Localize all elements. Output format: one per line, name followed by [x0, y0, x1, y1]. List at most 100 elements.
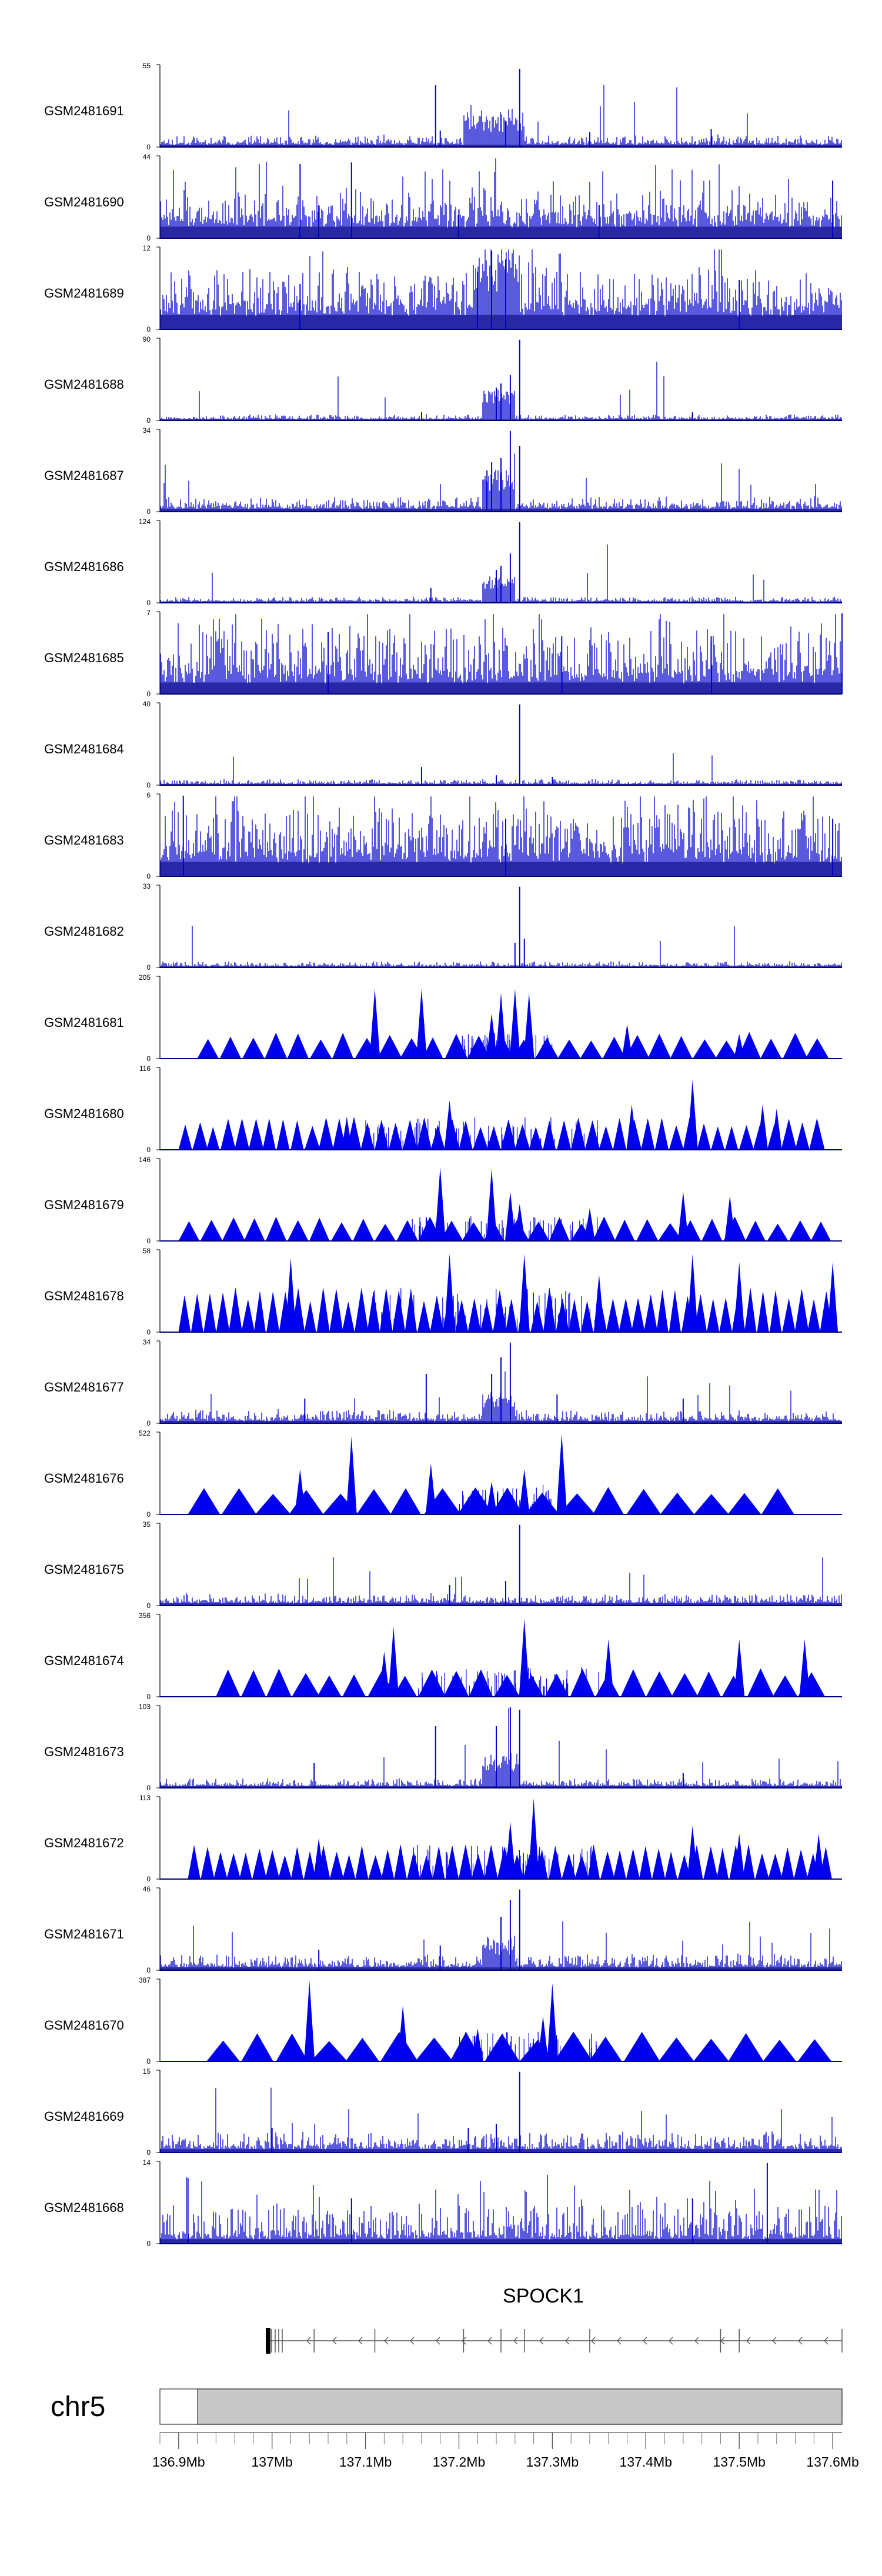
track-max-label: 15 — [143, 2067, 151, 2076]
track-max-label: 44 — [143, 153, 151, 161]
track-min-label: 0 — [146, 1419, 151, 1427]
signal-bars — [160, 926, 842, 967]
gene-strand-arrow — [798, 2337, 803, 2345]
signal-peak — [416, 989, 427, 1059]
track-min-label: 0 — [146, 963, 151, 972]
x-tick-label: 136.9Mb — [152, 2454, 205, 2470]
track-label: GSM2481674 — [44, 1653, 124, 1668]
track-min-label: 0 — [146, 1875, 151, 1883]
signal-peak — [313, 1838, 325, 1879]
signal-peak — [734, 1034, 745, 1059]
signal-peak — [505, 1192, 516, 1241]
x-axis: 136.9Mb 137Mb 137.1Mb 137.2Mb 137.3Mb 137.4Mb… — [152, 2432, 859, 2470]
x-tick-label: 137Mb — [252, 2454, 293, 2470]
gene-exon — [266, 2328, 270, 2354]
track: GSM2481674 356 0 — [44, 1611, 842, 1701]
track-max-label: 116 — [139, 1065, 151, 1073]
signal-peak — [486, 1013, 497, 1059]
gene-strand-arrow — [436, 2337, 440, 2345]
signal-bars — [160, 2087, 842, 2153]
gene-strand-arrow — [772, 2337, 777, 2345]
track: GSM2481684 40 0 — [44, 700, 842, 789]
track: GSM2481679 146 0 — [44, 1156, 842, 1245]
track: GSM2481676 522 0 — [44, 1429, 842, 1519]
gene-label: SPOCK1 — [503, 2285, 584, 2307]
signal-bars — [160, 1557, 842, 1606]
signal-peak — [603, 1639, 614, 1697]
gene-track: SPOCK1 — [266, 2285, 843, 2354]
track-max-label: 205 — [139, 973, 151, 982]
chromosome-track: chr5 — [51, 2388, 843, 2425]
gene-strand-arrow — [410, 2337, 415, 2345]
track-max-label: 12 — [143, 244, 151, 252]
track: GSM2481689 12 0 — [44, 244, 842, 333]
signal-baseline-band — [160, 862, 842, 876]
track-label: GSM2481683 — [44, 833, 124, 847]
signal-peak — [505, 1821, 516, 1879]
signal-peak — [519, 1469, 530, 1514]
track-max-label: 46 — [143, 1885, 151, 1893]
gene-strand-arrow — [565, 2337, 570, 2345]
signal-peak — [626, 1105, 637, 1150]
track: GSM2481688 90 0 — [44, 335, 842, 425]
signal-peak — [687, 1080, 698, 1150]
signal-peak — [556, 1433, 567, 1514]
track-label: GSM2481685 — [44, 650, 124, 665]
track-max-label: 7 — [146, 609, 151, 617]
signal-peak — [509, 989, 520, 1059]
track-max-label: 124 — [139, 518, 151, 526]
track-max-label: 40 — [143, 700, 151, 708]
signal-peak — [687, 1254, 698, 1332]
track-max-label: 14 — [143, 2158, 151, 2167]
track-label: GSM2481690 — [44, 195, 124, 209]
gene-strand-arrow — [462, 2337, 466, 2345]
track-min-label: 0 — [146, 1055, 151, 1063]
signal-peak — [537, 2016, 549, 2061]
signal-peak — [547, 1983, 558, 2061]
track: GSM2481672 113 0 — [44, 1794, 842, 1883]
track-max-label: 146 — [139, 1156, 151, 1164]
track: GSM2481687 34 0 — [44, 426, 842, 516]
x-tick-label: 137.4Mb — [620, 2454, 673, 2470]
chromosome-label: chr5 — [51, 2391, 105, 2422]
signal-peak — [444, 1100, 455, 1150]
track-label: GSM2481686 — [44, 559, 124, 574]
x-tick-label: 137.6Mb — [806, 2454, 859, 2470]
track-min-label: 0 — [146, 1693, 151, 1701]
track-max-label: 6 — [146, 791, 151, 799]
signal-peak — [379, 1651, 390, 1697]
track-min-label: 0 — [146, 1601, 151, 1610]
gene-strand-arrow — [513, 2337, 518, 2345]
track-max-label: 522 — [139, 1429, 151, 1437]
signal-peak — [346, 1436, 357, 1514]
signal-tracks: GSM2481691550GSM2481690440GSM2481689120G… — [44, 62, 843, 2248]
signal-dense-bars — [365, 1288, 600, 1332]
signal-peak — [724, 1196, 736, 1241]
gene-strand-arrow — [720, 2337, 725, 2345]
signal-peak — [388, 1627, 399, 1697]
track-min-label: 0 — [146, 781, 151, 789]
signal-peak — [435, 1167, 446, 1241]
gene-strand-arrow — [358, 2337, 363, 2345]
track: GSM2481670 387 0 — [44, 1976, 842, 2066]
track-label: GSM2481682 — [44, 924, 124, 939]
track: GSM2481690 44 0 — [44, 153, 842, 242]
gene-strand-arrow — [824, 2337, 828, 2345]
gene-strand-arrow — [746, 2337, 751, 2345]
track: GSM2481686 124 0 — [44, 518, 842, 607]
signal-peak — [687, 1826, 698, 1879]
signal-triangles — [188, 1844, 832, 1880]
x-tick-label: 137.3Mb — [526, 2454, 579, 2470]
signal-baseline-band — [160, 1603, 842, 1606]
signal-bars — [160, 753, 842, 785]
signal-peak — [341, 1117, 352, 1150]
signal-peak — [622, 1024, 633, 1059]
track-max-label: 34 — [143, 1338, 151, 1346]
x-tick-label: 137.2Mb — [433, 2454, 486, 2470]
signal-peak — [584, 1208, 595, 1241]
track-label: GSM2481684 — [44, 742, 124, 756]
track: GSM2481680 116 0 — [44, 1065, 842, 1154]
track-label: GSM2481673 — [44, 1744, 124, 1759]
track-max-label: 103 — [139, 1703, 151, 1711]
track-min-label: 0 — [146, 690, 151, 698]
